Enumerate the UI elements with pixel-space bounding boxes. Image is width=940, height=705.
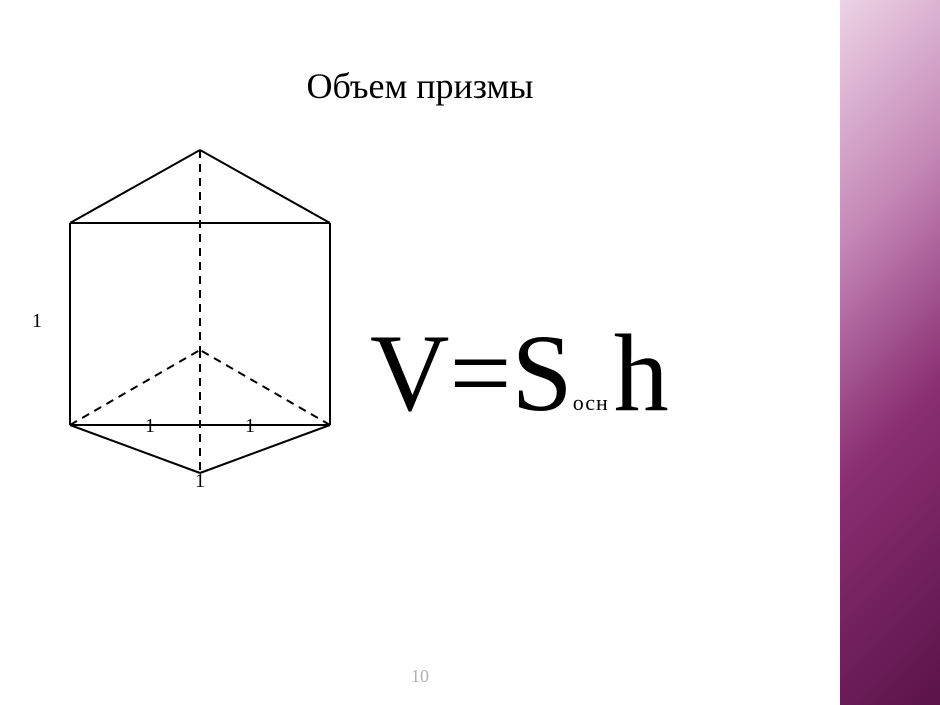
edge-label-bottom: 1 — [195, 470, 205, 493]
edge-label-left: 1 — [32, 310, 42, 333]
edge-label-inner-left: 1 — [145, 415, 155, 438]
decorative-sidebar — [840, 0, 940, 705]
formula-equals: = — [449, 312, 511, 434]
formula-v: V — [370, 312, 449, 434]
edge-label-inner-right: 1 — [245, 415, 255, 438]
page-number: 10 — [0, 666, 840, 687]
formula-h: h — [614, 312, 669, 434]
volume-formula: V=Sоснh — [370, 310, 669, 437]
formula-subscript: осн — [573, 390, 609, 415]
formula-s: S — [512, 312, 573, 434]
prism-diagram — [45, 135, 355, 495]
slide-title: Объем призмы — [0, 65, 840, 107]
